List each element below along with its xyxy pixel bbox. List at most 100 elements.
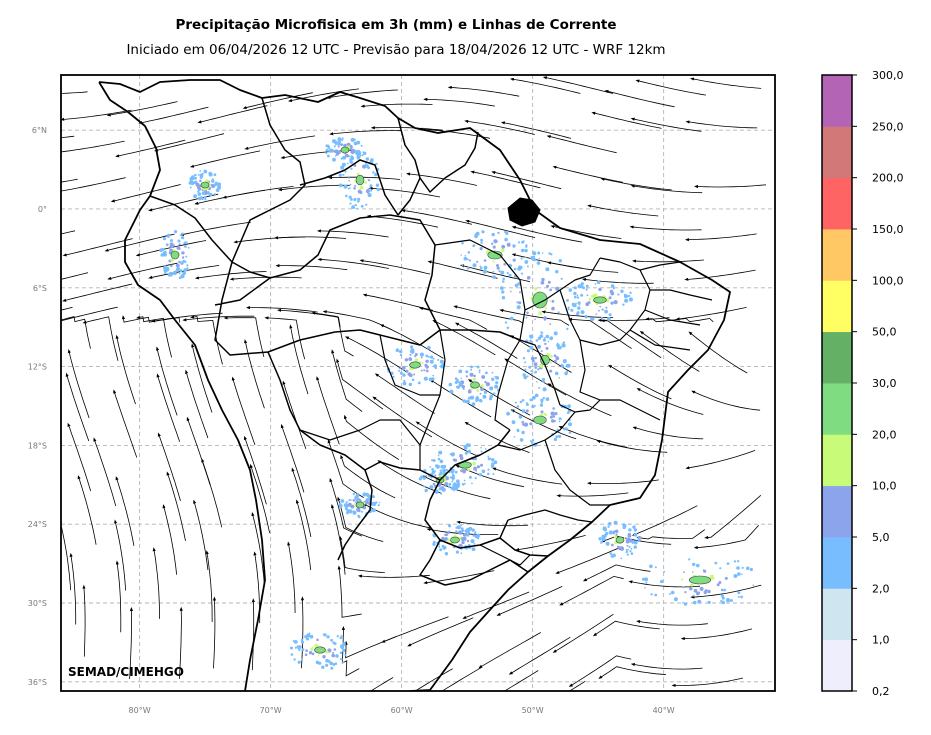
- precip-cell: [522, 373, 526, 377]
- precip-cell: [350, 137, 355, 142]
- colorbar-label: 2,0: [872, 582, 890, 595]
- colorbar-segment: [822, 485, 852, 538]
- streamline: [104, 233, 175, 252]
- colorbar-segment: [822, 177, 852, 230]
- precip-cell: [545, 397, 550, 401]
- precip-cell: [177, 239, 181, 243]
- precip-cell: [690, 583, 694, 587]
- precip-cell: [622, 303, 625, 306]
- precip-cell: [347, 502, 352, 507]
- precip-cell: [551, 300, 555, 303]
- precip-cell: [175, 272, 178, 275]
- precip-cell: [538, 386, 541, 389]
- precip-cell: [180, 261, 184, 265]
- precip-cell: [458, 530, 463, 535]
- precip-cell: [369, 184, 373, 188]
- precip-cell: [720, 594, 725, 598]
- precip-cell: [367, 192, 370, 195]
- streamline: [61, 272, 88, 280]
- precip-cell: [348, 499, 351, 502]
- precip-cell: [585, 284, 589, 288]
- precip-cell: [533, 362, 538, 367]
- precip-cell: [455, 379, 459, 383]
- precip-cell: [460, 377, 463, 380]
- precip-cell: [328, 148, 333, 153]
- precip-cell: [297, 660, 301, 664]
- precip-cell: [474, 534, 479, 539]
- precip-cell: [620, 289, 624, 293]
- precip-cell: [421, 362, 424, 365]
- precip-cell: [462, 470, 466, 474]
- colorbar-segment: [822, 537, 852, 589]
- precip-cell: [494, 375, 496, 378]
- precip-cell: [372, 171, 375, 174]
- colorbar-segment: [822, 639, 852, 692]
- precip-cell: [541, 277, 545, 282]
- precip-cell: [574, 295, 577, 299]
- precip-cell: [441, 544, 445, 548]
- precip-cell: [478, 369, 481, 372]
- streamline: [558, 426, 628, 448]
- precip-cell: [472, 263, 477, 268]
- precip-cell: [182, 259, 186, 263]
- precip-cell: [403, 379, 406, 382]
- precip-cell: [350, 160, 352, 162]
- precip-cell: [594, 283, 597, 285]
- precip-cell: [551, 306, 555, 311]
- precip-cell: [600, 316, 604, 320]
- precip-cell: [459, 454, 463, 458]
- precip-cell: [308, 632, 311, 635]
- precip-cell: [540, 401, 544, 404]
- precip-cell: [707, 589, 711, 594]
- precip-cell: [322, 633, 326, 636]
- precip-cell: [632, 525, 636, 529]
- precip-cell: [721, 600, 725, 605]
- precip-cell: [491, 232, 495, 237]
- precip-cell: [532, 439, 535, 442]
- precip-cell: [174, 230, 178, 234]
- colorbar-label: 200,0: [872, 172, 904, 185]
- streamline: [478, 632, 541, 669]
- precip-cell: [550, 411, 555, 416]
- streamline: [162, 504, 177, 575]
- precip-cell: [534, 318, 536, 321]
- precip-cell: [625, 549, 628, 551]
- precip-cell: [536, 381, 538, 383]
- streamline: [106, 101, 178, 117]
- precip-cell: [558, 259, 562, 263]
- precip-cell: [326, 635, 330, 639]
- streamline: [61, 230, 76, 235]
- precip-cell: [524, 256, 527, 259]
- precip-cell: [533, 255, 536, 258]
- streamline: [628, 580, 701, 588]
- precip-cell: [411, 352, 414, 355]
- precip-cell: [409, 353, 412, 356]
- precip-cell: [737, 591, 741, 595]
- precip-cell: [340, 165, 345, 170]
- precip-cell: [530, 340, 533, 343]
- precip-cell: [293, 640, 298, 644]
- precip-cell: [444, 533, 446, 536]
- precip-cell: [696, 591, 701, 595]
- streamline: [138, 106, 209, 125]
- precip-cell: [573, 291, 577, 296]
- streamline: [464, 119, 535, 135]
- precip-cell: [439, 359, 444, 364]
- streamline: [608, 364, 672, 400]
- precip-cell: [362, 493, 366, 497]
- precip-cell: [628, 297, 634, 302]
- precip-cell: [501, 248, 505, 253]
- streamline: [368, 186, 441, 198]
- precip-cell: [534, 287, 538, 291]
- precip-cell: [588, 297, 592, 301]
- streamline: [515, 535, 586, 552]
- streamline: [357, 574, 430, 578]
- precip-cell: [195, 182, 200, 187]
- precip-cell: [340, 645, 344, 650]
- streamline: [291, 467, 312, 537]
- streamline: [685, 120, 758, 129]
- precip-cell: [342, 648, 346, 653]
- precip-cell: [410, 345, 414, 349]
- streamline: [465, 219, 536, 238]
- precip-cell: [521, 399, 525, 402]
